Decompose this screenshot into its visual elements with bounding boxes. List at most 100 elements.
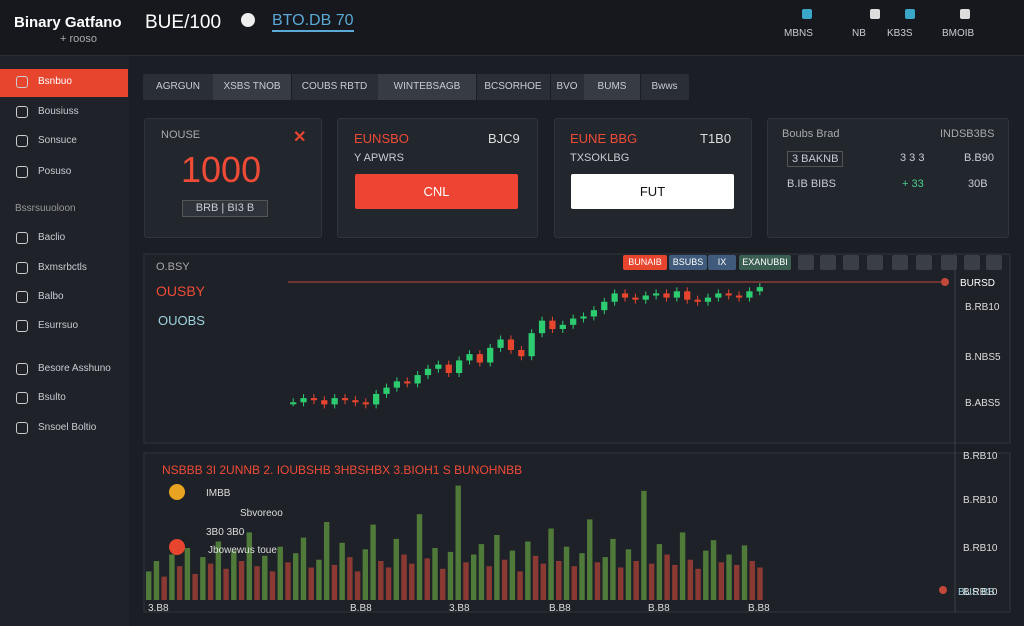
toolbar-icon[interactable] [843, 255, 859, 270]
volume-bar [617, 567, 624, 600]
toolbar-btn[interactable]: EXANUBBI [739, 255, 791, 270]
toolbar-icon[interactable] [964, 255, 980, 270]
side-icon [16, 135, 28, 147]
candle [538, 320, 546, 334]
candle [331, 398, 338, 405]
side-item[interactable]: Bsnbuo [38, 76, 72, 87]
y-tick-label: B.NBS5 [965, 352, 1001, 363]
pair[interactable]: BUE/100 [145, 12, 222, 33]
toolbar-icon[interactable] [941, 255, 957, 270]
nav-item[interactable]: NB [852, 28, 866, 39]
candle [580, 316, 587, 319]
candle [518, 349, 525, 357]
volume-bar [602, 557, 608, 600]
toolbar-icon[interactable] [916, 255, 932, 270]
stats-card: Boubs Brad INDSB3BS 3 BAKNB 3 3 3 B.B90 … [767, 118, 1009, 238]
tab[interactable]: XSBS TNOB [213, 74, 292, 100]
close[interactable]: ✕ [293, 129, 307, 146]
price: T1B0 [700, 131, 732, 146]
volume-bar [176, 566, 183, 600]
volume-bar [455, 485, 461, 600]
icon [241, 13, 255, 27]
r1: B.IB BIBS [787, 178, 836, 190]
call-button[interactable]: CNL [355, 174, 518, 209]
volume-bar [409, 563, 415, 600]
toolbar-icon[interactable] [986, 255, 1002, 270]
nav-icon [905, 9, 915, 19]
volume-bar [254, 566, 260, 600]
candle [383, 387, 390, 394]
price-dot [941, 278, 949, 286]
volume-bar [347, 557, 353, 600]
volume-bar [277, 546, 283, 600]
candle [497, 339, 504, 348]
side-item[interactable]: Bxmsrbctls [38, 262, 87, 273]
volume-bar [470, 554, 477, 600]
toolbar-icon[interactable] [820, 255, 836, 270]
tab[interactable]: BVO [550, 74, 585, 100]
legend-item: 3B0 3B0 [206, 527, 245, 538]
y-tick-label: B.RB10 [963, 451, 998, 462]
volume-bar [571, 566, 577, 600]
chart-panel [143, 253, 1011, 444]
toolbar-btn[interactable]: IX [708, 255, 736, 270]
nav-item[interactable]: KB3S [887, 28, 913, 39]
candle [756, 287, 763, 292]
tab[interactable]: WINTEBSAGB [378, 74, 477, 100]
toolbar-icon[interactable] [867, 255, 883, 270]
volume-bar [385, 567, 392, 600]
candle [621, 293, 629, 298]
toolbar-icon[interactable] [892, 255, 908, 270]
volume-bar [370, 524, 376, 600]
volume-bar [401, 554, 407, 600]
volume-bar [687, 559, 694, 600]
side-item[interactable]: Esurrsuo [38, 320, 79, 331]
legend-icon [169, 484, 185, 500]
side-item[interactable]: Posuso [38, 166, 72, 177]
amount-field[interactable]: BRB | BI3 B [182, 200, 268, 217]
side-item[interactable]: Snsoel Boltio [38, 422, 97, 433]
volume-bar [633, 561, 639, 600]
side-item[interactable]: Bousiuss [38, 106, 79, 117]
volume-bar [532, 555, 539, 600]
volume-bar [378, 561, 384, 600]
logo-title: Binary Gatfano [14, 14, 122, 31]
y-tick-label: B.ABS5 [965, 398, 1000, 409]
toolbar-btn[interactable]: BUNAIB [623, 255, 667, 270]
candle [642, 295, 649, 300]
toolbar-icon[interactable] [798, 255, 814, 270]
nav-item[interactable]: MBNS [784, 28, 813, 39]
nav-item[interactable]: BMOIB [942, 28, 975, 39]
candle [715, 293, 722, 298]
r02: B.B90 [964, 152, 994, 164]
volume-bar [610, 538, 616, 600]
side-item[interactable]: Sonsuce [38, 135, 77, 146]
candle [559, 324, 566, 330]
volume-bar [184, 548, 191, 600]
side-item[interactable]: Bsulto [38, 392, 66, 403]
put-button[interactable]: FUT [571, 174, 734, 209]
side-item[interactable]: Balbo [38, 291, 64, 302]
candle [373, 393, 380, 405]
toolbar-btn[interactable]: BSUBS [669, 255, 707, 270]
tab[interactable]: AGRGUN [143, 74, 214, 100]
title: EUNSBO [354, 131, 409, 146]
side-item[interactable]: Besore Asshuno [38, 363, 111, 374]
candle [590, 310, 598, 317]
candle [300, 398, 307, 403]
x-tick-label: B.B8 [748, 603, 770, 614]
volume-bar [323, 522, 330, 600]
side-icon [16, 262, 28, 274]
volume-bar [169, 554, 175, 600]
side-item[interactable]: Baclio [38, 232, 66, 243]
tab[interactable]: BCSORHOE [476, 74, 551, 100]
volume-bar [672, 564, 678, 600]
volume-bar [331, 564, 338, 600]
tab[interactable]: Bwws [640, 74, 690, 100]
right: INDSB3BS [940, 128, 995, 140]
volume-bar [540, 563, 547, 600]
volume-bar [726, 554, 732, 600]
tab[interactable]: BUMS [584, 74, 641, 100]
tab[interactable]: COUBS RBTD [291, 74, 379, 100]
volume-title: NSBBB 3I 2UNNB 2. IOUBSHB 3HBSHBX 3.BIOH… [162, 463, 522, 477]
